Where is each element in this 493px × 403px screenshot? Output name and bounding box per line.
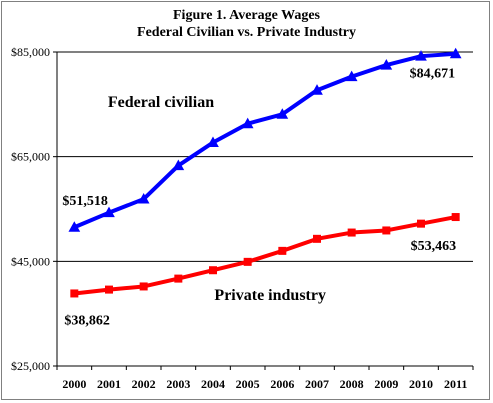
data-label: $53,463 [411, 239, 457, 254]
data-label: $84,671 [410, 67, 456, 82]
x-tick-label: 2006 [270, 377, 294, 391]
data-point-federal [241, 117, 254, 129]
data-label: $51,518 [62, 194, 107, 209]
x-tick-label: 2008 [340, 377, 364, 391]
chart-title: Figure 1. Average Wages [173, 8, 320, 23]
data-point-private [417, 219, 425, 228]
y-tick-label: $85,000 [11, 45, 50, 59]
data-point-federal [103, 206, 115, 218]
data-point-federal [380, 59, 393, 70]
x-tick-label: 2000 [62, 377, 86, 391]
series-line-private [74, 215, 457, 296]
series-layer [68, 47, 462, 298]
x-tick-label: 2009 [374, 377, 398, 391]
x-tick-label: 2007 [305, 377, 329, 391]
series-label-federal: Federal civilian [108, 94, 214, 111]
data-point-federal [415, 50, 427, 61]
chart-subtitle: Federal Civilian vs. Private Industry [137, 25, 356, 40]
data-point-private [278, 246, 287, 255]
y-tick-label: $45,000 [11, 254, 50, 268]
x-tick-label: 2010 [409, 377, 433, 391]
data-point-federal [345, 70, 358, 82]
y-tick-label: $65,000 [11, 150, 50, 164]
grid-layer [57, 51, 473, 262]
data-point-federal [311, 84, 323, 95]
series-line-federal [73, 51, 456, 230]
data-point-private [451, 213, 460, 222]
data-point-private [382, 226, 391, 235]
x-tick-label: 2011 [444, 377, 467, 391]
data-point-federal [207, 136, 219, 148]
data-point-private [243, 257, 252, 266]
data-point-private [139, 282, 148, 291]
data-point-private [70, 289, 79, 298]
data-point-private [313, 234, 321, 243]
data-label: $38,862 [64, 313, 110, 328]
data-point-federal [276, 108, 289, 119]
x-tick-label: 2002 [132, 377, 156, 391]
y-tick-label: $25,000 [11, 359, 50, 373]
data-point-private [347, 228, 356, 237]
data-point-federal [137, 193, 150, 204]
x-tick-label: 2001 [97, 377, 121, 391]
x-tick-label: 2003 [166, 377, 190, 391]
data-point-federal [68, 221, 81, 232]
data-point-private [105, 285, 113, 294]
x-tick-label: 2005 [236, 377, 260, 391]
data-point-federal [449, 47, 462, 59]
x-tick-label: 2004 [201, 377, 225, 391]
axis-layer: $25,000 $45,000 $65,000 $85,000 2000 2001 2002… [11, 45, 474, 391]
data-point-private [209, 266, 217, 275]
data-point-federal [172, 159, 185, 171]
data-point-private [174, 274, 183, 283]
series-label-private: Private industry [214, 287, 326, 304]
label-layer: Federal civilian Private industry $51,518 $… [62, 67, 456, 329]
